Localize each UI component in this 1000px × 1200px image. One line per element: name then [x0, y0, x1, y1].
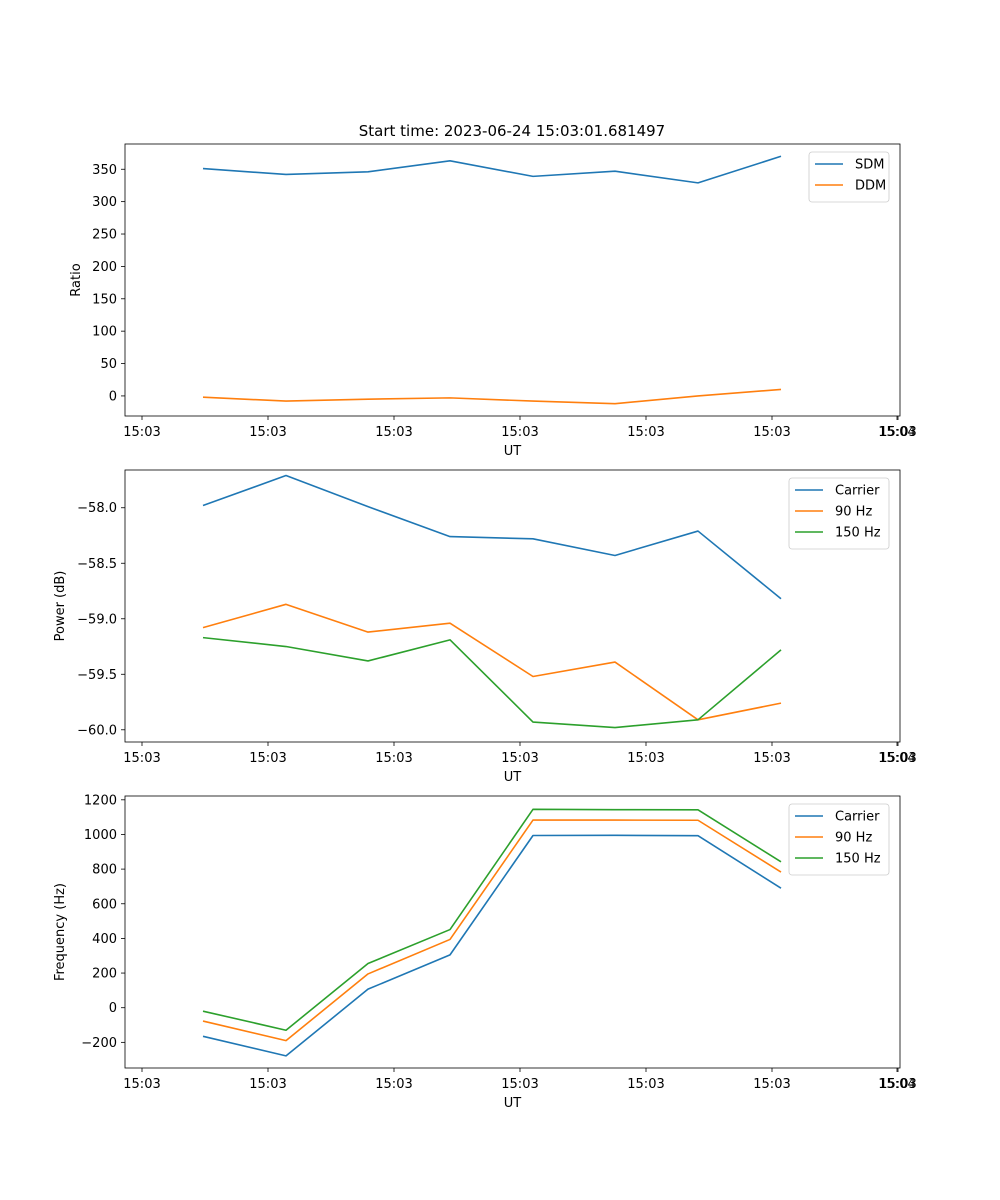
chart-panel-3: 15:03 15:03 15:03 15:03 15:03 15:03 15:0315:04… [53, 793, 917, 1111]
x-tick-label: 15:03 [123, 751, 160, 766]
y-tick-label: 50 [100, 357, 117, 372]
legend: SDM DDM [808, 151, 890, 203]
series-line-150-hz [202, 808, 782, 1032]
y-tick-label: −59.0 [77, 612, 117, 627]
y-tick-label: 1000 [84, 828, 117, 843]
plot-frame [124, 143, 901, 417]
y-tick-label: 100 [92, 325, 117, 340]
legend-label: 150 Hz [835, 526, 881, 541]
y-tick-label: 350 [92, 163, 117, 178]
x-axis-label: UT [504, 770, 522, 785]
y-tick-label: 200 [92, 260, 117, 275]
legend: Carrier 90 Hz 150 Hz [788, 803, 890, 876]
x-tick-label: 15:03 [501, 425, 538, 440]
x-tick-label: 15:03 [753, 425, 790, 440]
y-tick-label: 1200 [84, 793, 117, 808]
plot-frame [124, 795, 901, 1069]
x-tick-label: 15:04 [878, 425, 915, 440]
y-tick-label: −59.5 [77, 668, 117, 683]
legend-label: Carrier [835, 484, 880, 499]
x-axis-label: UT [504, 444, 522, 459]
x-tick-label: 15:03 [375, 1077, 412, 1092]
x-tick-label: 15:03 [879, 425, 916, 440]
x-tick-label: 15:03 [249, 1077, 286, 1092]
x-tick-label: 15:03 [753, 1077, 790, 1092]
plot-frame [124, 469, 901, 743]
y-tick-label: 0 [109, 1001, 117, 1016]
x-tick-label: 15:03 [627, 751, 664, 766]
y-tick-label: 250 [92, 228, 117, 243]
legend-label: 150 Hz [835, 852, 881, 867]
legend-label: 90 Hz [835, 505, 872, 520]
x-tick-label: 15:03 [249, 751, 286, 766]
y-tick-label: −60.0 [77, 723, 117, 738]
y-axis-label: Frequency (Hz) [53, 883, 68, 981]
x-tick-label: 15:04 [878, 1077, 915, 1092]
x-tick-label: 15:03 [123, 1077, 160, 1092]
x-tick-label: 15:03 [123, 425, 160, 440]
series-line-carrier [202, 474, 782, 600]
x-tick-label: 15:03 [501, 1077, 538, 1092]
x-tick-label: 15:03 [879, 751, 916, 766]
series-line-90-hz [202, 603, 782, 721]
x-tick-label: 15:04 [878, 751, 915, 766]
y-tick-label: 600 [92, 897, 117, 912]
y-tick-label: 400 [92, 932, 117, 947]
y-axis-label: Ratio [69, 263, 84, 296]
legend-label: SDM [855, 158, 884, 173]
y-axis-label: Power (dB) [53, 571, 68, 642]
y-tick-label: 200 [92, 967, 117, 982]
series-line-150-hz [202, 636, 782, 729]
series-line-sdm [202, 155, 782, 184]
y-tick-label: −58.0 [77, 501, 117, 516]
y-tick-label: 0 [109, 389, 117, 404]
x-tick-label: 15:03 [627, 1077, 664, 1092]
legend-label: Carrier [835, 810, 880, 825]
x-tick-label: 15:03 [375, 751, 412, 766]
chart-panel-2: 15:03 15:03 15:03 15:03 15:03 15:03 15:0315:04… [53, 469, 917, 785]
x-tick-label: 15:03 [249, 425, 286, 440]
y-tick-label: 150 [92, 292, 117, 307]
y-tick-label: 300 [92, 195, 117, 210]
x-tick-label: 15:03 [627, 425, 664, 440]
y-tick-label: −58.5 [77, 557, 117, 572]
x-tick-label: 15:03 [753, 751, 790, 766]
x-tick-label: 15:03 [375, 425, 412, 440]
figure-title: Start time: 2023-06-24 15:03:01.681497 [359, 122, 665, 140]
legend: Carrier 90 Hz 150 Hz [788, 477, 890, 550]
x-tick-label: 15:03 [501, 751, 538, 766]
series-line-90-hz [202, 819, 782, 1042]
chart-panel-1: 15:03 15:03 15:03 15:03 15:03 15:03 15:0315:04… [69, 143, 917, 459]
legend-label: 90 Hz [835, 831, 872, 846]
y-tick-label: −200 [81, 1036, 117, 1051]
x-tick-label: 15:03 [879, 1077, 916, 1092]
y-tick-label: 800 [92, 863, 117, 878]
x-axis-label: UT [504, 1096, 522, 1111]
legend-label: DDM [855, 179, 886, 194]
series-line-carrier [202, 834, 782, 1057]
series-line-ddm [202, 388, 782, 405]
